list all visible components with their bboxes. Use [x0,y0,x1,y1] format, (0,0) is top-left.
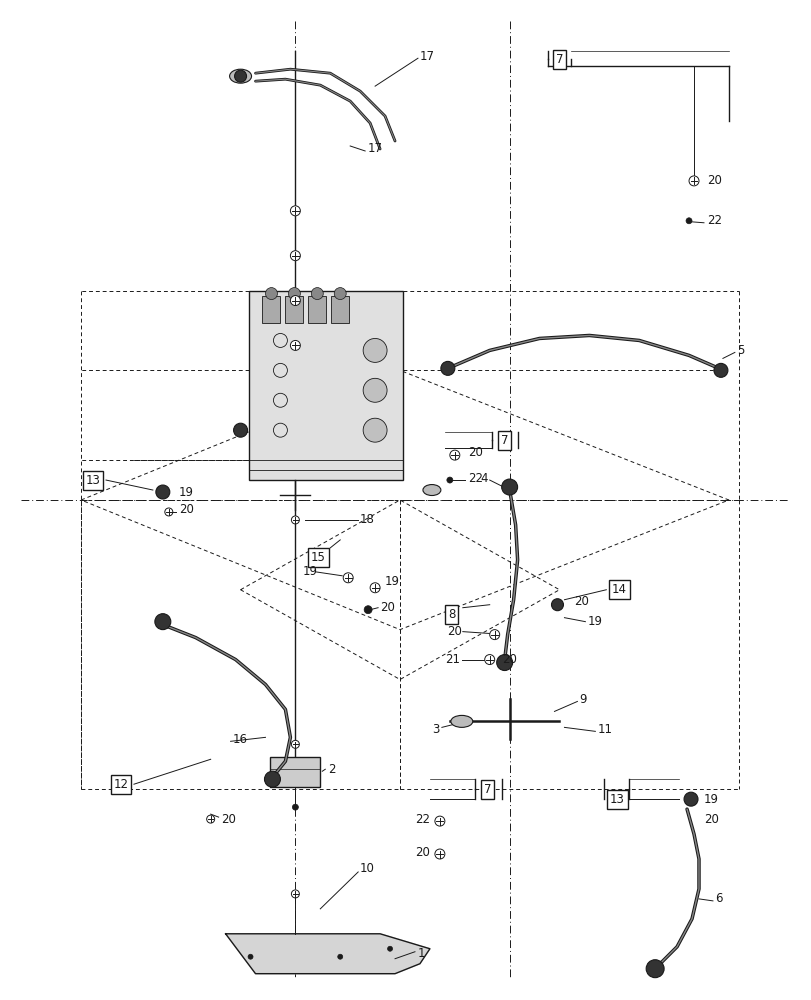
Text: 22: 22 [467,472,483,485]
Text: 20: 20 [380,601,394,614]
Text: 20: 20 [221,813,235,826]
Circle shape [489,630,499,640]
Text: 10: 10 [360,862,375,875]
Text: 19: 19 [178,486,194,499]
Text: 2: 2 [328,763,336,776]
Text: 18: 18 [360,513,375,526]
Circle shape [334,288,345,300]
Circle shape [449,450,459,460]
Bar [285,296,303,323]
Text: 13: 13 [609,793,624,806]
Text: 22: 22 [414,813,429,826]
Circle shape [435,849,444,859]
Circle shape [363,606,371,614]
Circle shape [689,176,698,186]
Circle shape [207,815,214,823]
Text: 12: 12 [114,778,128,791]
Text: 6: 6 [714,892,722,905]
Text: 20: 20 [467,446,482,459]
Text: 9: 9 [579,693,586,706]
Circle shape [683,792,697,806]
Circle shape [234,70,247,82]
Ellipse shape [423,485,440,496]
Text: 20: 20 [446,625,461,638]
Circle shape [165,508,173,516]
Circle shape [685,218,691,224]
Circle shape [484,655,494,665]
Circle shape [290,296,300,306]
Text: 7: 7 [483,783,491,796]
Circle shape [247,954,253,959]
Circle shape [290,206,300,216]
Bar [248,291,402,480]
Circle shape [343,573,353,583]
Text: 19: 19 [586,615,602,628]
Circle shape [156,485,169,499]
Text: 14: 14 [611,583,626,596]
Text: 17: 17 [419,50,435,63]
Text: 3: 3 [432,723,440,736]
Circle shape [290,251,300,261]
Text: 19: 19 [703,793,718,806]
Text: 8: 8 [448,608,455,621]
Circle shape [551,599,563,611]
Circle shape [291,890,299,898]
Bar [331,296,349,323]
Circle shape [713,363,727,377]
Circle shape [264,771,280,787]
Circle shape [363,418,387,442]
Text: 15: 15 [311,551,325,564]
Text: 20: 20 [178,503,193,516]
Text: 22: 22 [706,214,721,227]
Text: 20: 20 [414,846,429,859]
Circle shape [370,583,380,593]
Circle shape [501,479,517,495]
Text: 17: 17 [367,142,383,155]
Bar [262,296,280,323]
Circle shape [496,655,512,671]
Circle shape [290,340,300,350]
Text: 7: 7 [555,53,563,66]
Ellipse shape [230,69,251,83]
Text: 19: 19 [384,575,400,588]
Circle shape [435,816,444,826]
Text: 20: 20 [703,813,718,826]
Circle shape [363,378,387,402]
Circle shape [291,516,299,524]
Circle shape [265,288,277,300]
Ellipse shape [450,715,472,727]
Circle shape [440,361,454,375]
Text: 21: 21 [444,653,459,666]
Circle shape [291,740,299,748]
Text: 7: 7 [500,434,508,447]
Text: 5: 5 [736,344,744,357]
Polygon shape [225,934,429,974]
Bar [308,296,326,323]
Circle shape [646,960,663,978]
Text: 20: 20 [706,174,721,187]
Bar [270,757,320,787]
Circle shape [311,288,323,300]
Circle shape [387,946,392,951]
Circle shape [292,804,298,810]
Text: 16: 16 [232,733,247,746]
Circle shape [234,423,247,437]
Circle shape [288,288,300,300]
Text: 19: 19 [302,565,317,578]
Text: 13: 13 [85,474,101,487]
Text: 20: 20 [573,595,589,608]
Text: 1: 1 [418,947,425,960]
Text: 11: 11 [597,723,611,736]
Circle shape [446,477,453,483]
Circle shape [337,954,342,959]
Text: 20: 20 [501,653,516,666]
Circle shape [155,614,170,630]
Text: 4: 4 [479,472,487,485]
Circle shape [363,338,387,362]
